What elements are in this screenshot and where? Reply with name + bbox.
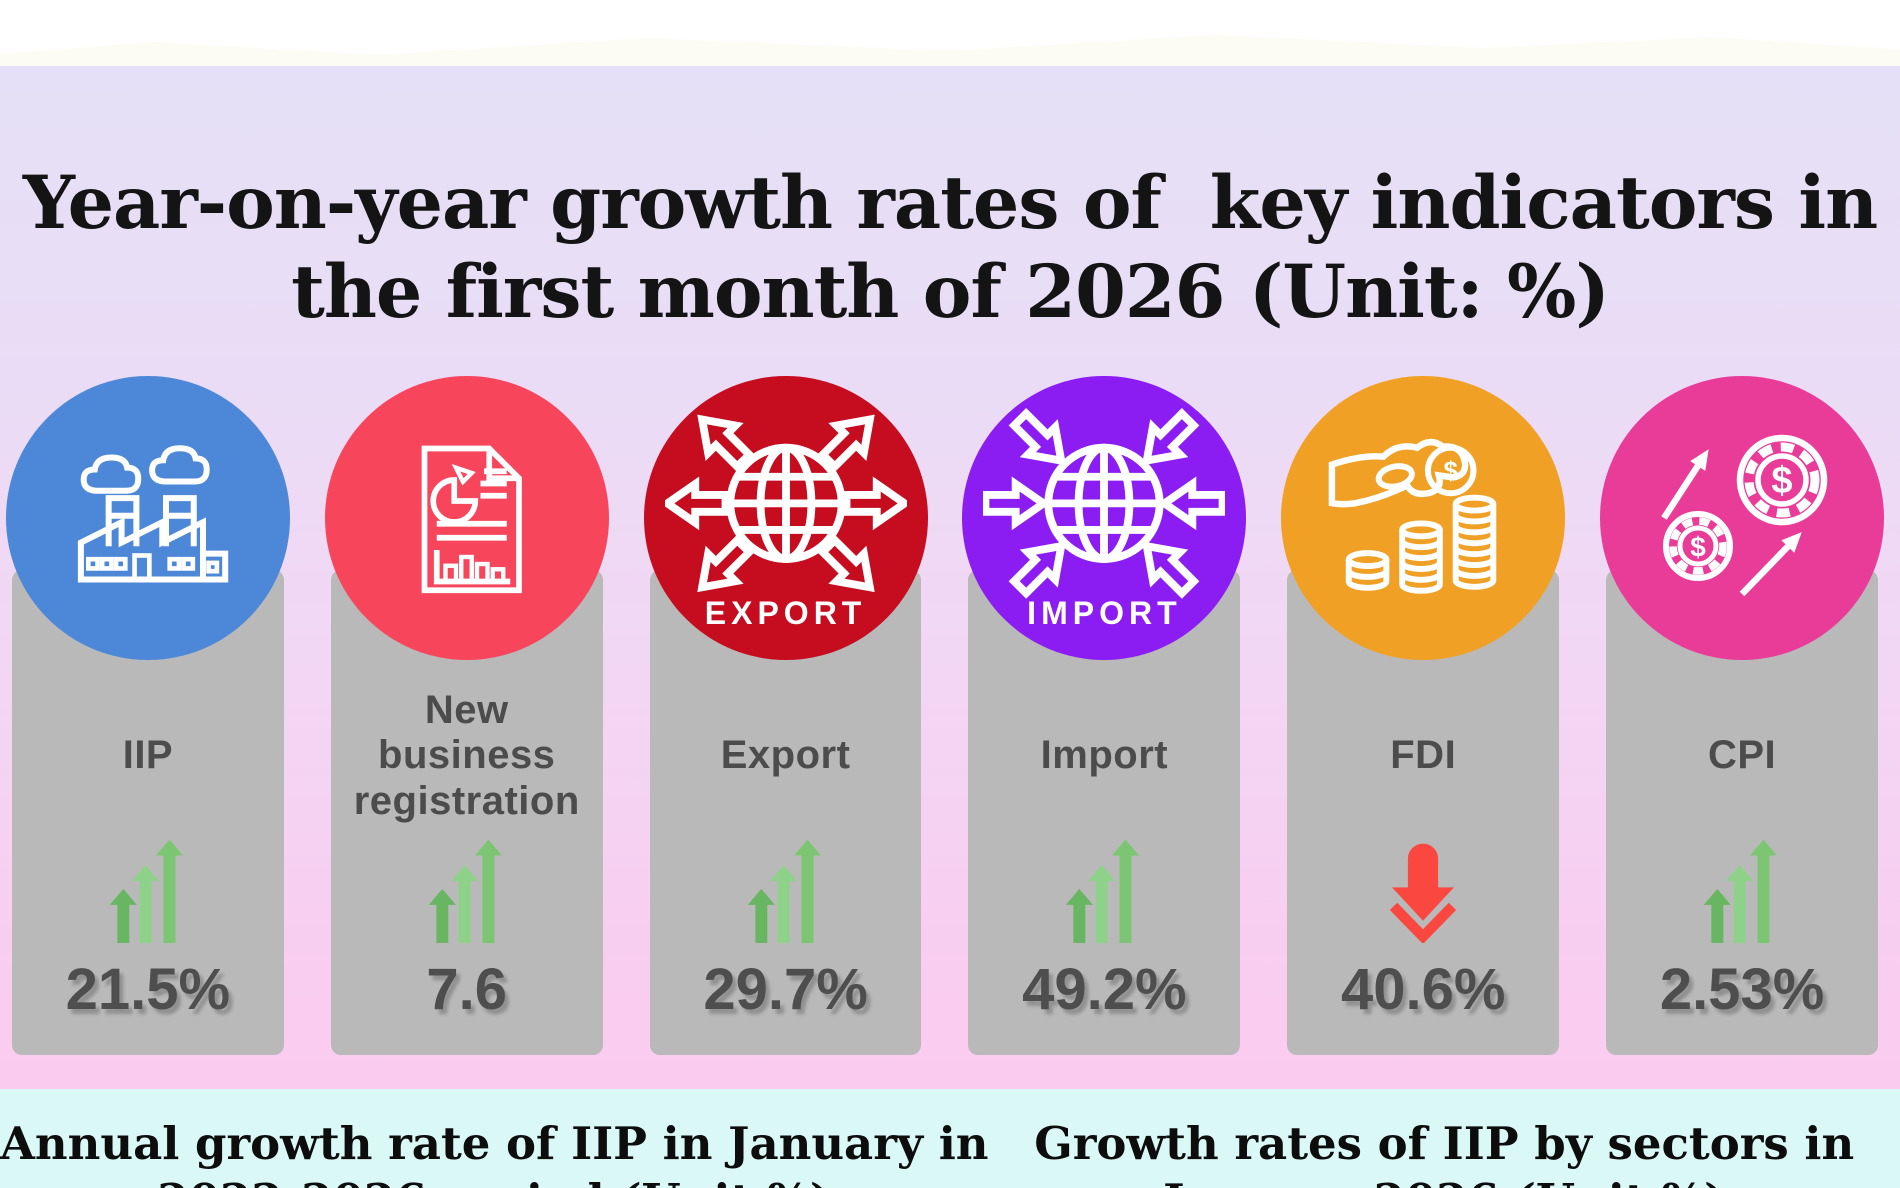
indicator-circle-iip: [5, 376, 290, 660]
title-line-2: the first month of 2026 (Unit: %): [291, 248, 1610, 335]
trend-up-icon: [968, 838, 1240, 944]
svg-text:$: $: [1690, 532, 1706, 563]
indicator-value: 21.5%: [65, 957, 231, 1022]
trend-up-icon: [12, 838, 284, 944]
bottom-chart-title-left: Annual growth rate of IIP in January in 2…: [0, 1089, 989, 1188]
indicator-label: New business registration: [353, 687, 580, 823]
page-title: Year-on-year growth rates of key indicat…: [0, 159, 1900, 337]
bottom-left-line-2: 2022-2026 period (Unit %): [0, 1172, 989, 1188]
indicator-column-new-business: New business registration 7.6: [324, 376, 609, 1055]
title-line-1: Year-on-year growth rates of key indicat…: [22, 159, 1878, 246]
indicator-column-iip: IIP 21.5%: [5, 376, 290, 1055]
indicator-label: CPI: [1707, 733, 1777, 778]
svg-text:$: $: [1444, 457, 1458, 485]
indicator-circle-import: IMPORT: [962, 376, 1247, 660]
import-globe-icon: [983, 386, 1225, 628]
coins-growth-icon: $ $: [1661, 434, 1828, 597]
indicator-label: FDI: [1390, 733, 1457, 778]
export-globe-icon: [665, 386, 907, 628]
indicator-label: Import: [1040, 733, 1169, 778]
factory-icon: [78, 426, 229, 583]
trend-up-icon: [331, 838, 603, 944]
indicator-circle-cpi: $ $: [1600, 376, 1885, 660]
import-badge: IMPORT: [1027, 595, 1182, 631]
indicator-columns: IIP 21.5%: [5, 376, 1885, 1055]
bottom-section: Annual growth rate of IIP in January in 2…: [0, 1089, 1900, 1188]
indicator-label: IIP: [122, 733, 174, 778]
trend-up-icon: [1606, 838, 1878, 944]
indicator-column-import: IMPORT Import 49.2%: [962, 376, 1247, 1055]
trend-up-icon: [650, 838, 922, 944]
indicator-value: 49.2%: [1022, 957, 1187, 1022]
indicator-value: 7.6: [426, 957, 508, 1022]
bottom-right-line-2: January 2026 (Unit %): [989, 1172, 1900, 1188]
indicator-label: Export: [720, 733, 851, 778]
indicator-value: 2.53%: [1659, 957, 1825, 1022]
trend-down-icon: [1287, 838, 1559, 944]
indicator-value: 29.7%: [703, 957, 868, 1022]
bottom-chart-title-right: Growth rates of IIP by sectors in January…: [989, 1089, 1900, 1188]
svg-text:$: $: [1771, 460, 1792, 502]
top-white-band: [0, 0, 1900, 66]
indicator-column-export: EXPORT Export 29.7%: [643, 376, 928, 1055]
indicator-value: 40.6%: [1340, 957, 1506, 1022]
business-report-icon: [421, 445, 523, 593]
indicator-circle-fdi: $: [1281, 376, 1566, 660]
hand-coins-icon: $: [1328, 438, 1497, 594]
bottom-right-line-1: Growth rates of IIP by sectors in: [1034, 1117, 1855, 1170]
export-badge: EXPORT: [704, 595, 867, 631]
indicator-circle-export: EXPORT: [643, 376, 928, 660]
indicator-column-fdi: $: [1281, 376, 1566, 1055]
bottom-left-line-1: Annual growth rate of IIP in January in: [0, 1117, 989, 1170]
indicator-column-cpi: $ $ CPI: [1600, 376, 1885, 1055]
indicator-circle-new-business: [324, 376, 609, 660]
